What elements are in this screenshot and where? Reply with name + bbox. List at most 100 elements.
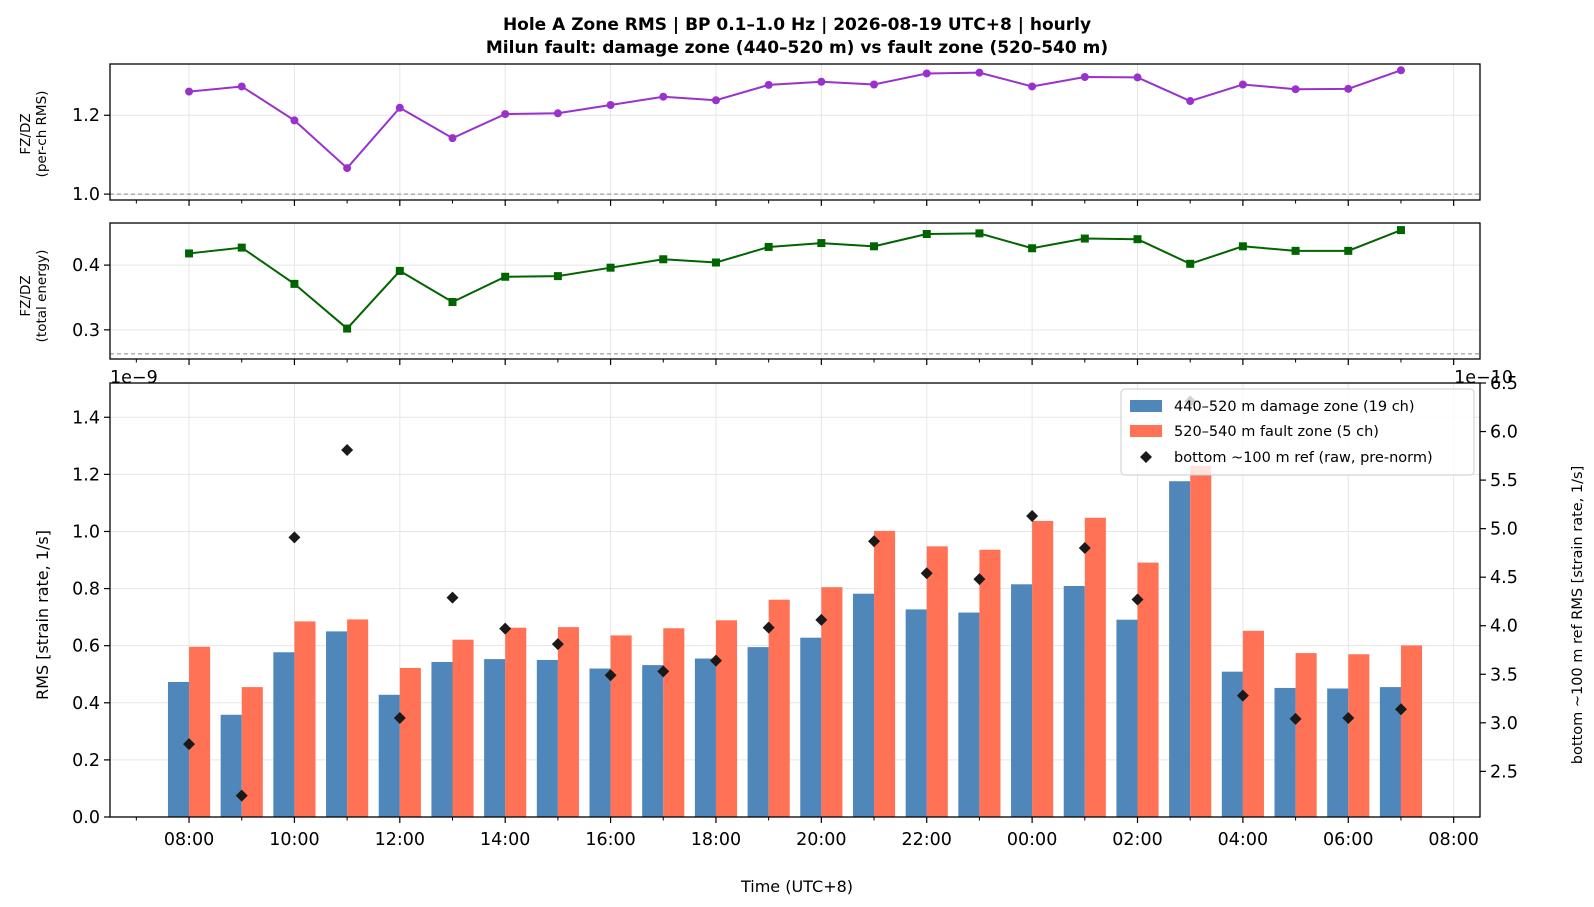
- damage-zone-bar: [484, 659, 505, 817]
- data-point: [1028, 244, 1036, 252]
- data-point: [449, 298, 457, 306]
- reference-marker: [1026, 510, 1038, 522]
- x-tick-label: 18:00: [691, 830, 741, 850]
- data-point: [870, 242, 878, 250]
- legend-swatch: [1130, 400, 1162, 412]
- data-point: [817, 239, 825, 247]
- fault-zone-bar: [453, 640, 474, 817]
- data-point: [1134, 235, 1142, 243]
- fault-zone-bar: [1190, 466, 1211, 817]
- data-point: [1344, 85, 1352, 93]
- data-point: [554, 109, 562, 117]
- x-tick-label: 20:00: [796, 830, 846, 850]
- data-point: [712, 259, 720, 267]
- data-point: [1134, 73, 1142, 81]
- fault-zone-bar: [874, 531, 895, 817]
- ratio-total-energy-panel: 0.3 0.4: [72, 223, 1480, 365]
- panel1-ylabel-line2: (per-ch RMS): [34, 91, 50, 178]
- damage-zone-bar: [958, 613, 979, 817]
- panel3-xlabel: Time (UTC+8): [740, 877, 853, 896]
- data-point: [396, 267, 404, 275]
- damage-zone-bar: [431, 662, 452, 817]
- y2-tick-label: 5.0: [1490, 520, 1518, 540]
- fault-zone-bar: [927, 546, 948, 817]
- panel3-y2label: bottom ~100 m ref RMS [strain rate, 1/s]: [1570, 466, 1586, 764]
- damage-zone-bar: [1116, 620, 1137, 817]
- reference-marker: [288, 531, 300, 543]
- data-point: [449, 134, 457, 142]
- panel3-y-offset-text: 1e−9: [110, 368, 158, 388]
- fault-zone-bar: [189, 647, 210, 817]
- damage-zone-bar: [1327, 689, 1348, 817]
- data-point: [1292, 247, 1300, 255]
- data-point: [1186, 260, 1194, 268]
- fault-zone-bar: [716, 620, 737, 817]
- axes-frame: [110, 64, 1480, 200]
- data-point: [712, 96, 720, 104]
- data-point: [501, 110, 509, 118]
- panel3-y2-offset-text: 1e−10: [1454, 368, 1513, 388]
- data-point: [1081, 235, 1089, 243]
- data-point: [238, 244, 246, 252]
- fault-zone-bar: [769, 600, 790, 817]
- data-point: [290, 280, 298, 288]
- x-tick-label: 16:00: [585, 830, 635, 850]
- x-tick-label: 12:00: [375, 830, 425, 850]
- x-tick-label: 04:00: [1218, 830, 1268, 850]
- damage-zone-bar: [221, 715, 242, 817]
- damage-zone-bar: [326, 631, 347, 817]
- data-point: [923, 230, 931, 238]
- y2-tick-label: 6.0: [1490, 423, 1518, 443]
- legend: 440–520 m damage zone (19 ch) 520–540 m f…: [1121, 389, 1474, 475]
- reference-marker: [447, 592, 459, 604]
- damage-zone-bar: [590, 669, 611, 817]
- data-point: [765, 81, 773, 89]
- fault-zone-bar: [979, 550, 1000, 817]
- axes-frame: [110, 223, 1480, 359]
- y-tick-label: 1.0: [72, 522, 100, 542]
- y-tick-label: 1.2: [72, 465, 100, 485]
- y-tick-label: 0.4: [72, 694, 100, 714]
- y-tick-label: 1.4: [72, 408, 100, 428]
- figure-title-line1: Hole A Zone RMS | BP 0.1–1.0 Hz | 2026-0…: [503, 15, 1091, 35]
- fault-zone-bar: [400, 668, 421, 817]
- y-tick-label: 0.0: [72, 808, 100, 828]
- x-tick-label: 08:00: [1428, 830, 1478, 850]
- data-point: [290, 116, 298, 124]
- y2-tick-label: 3.0: [1490, 714, 1518, 734]
- data-point: [1239, 80, 1247, 88]
- damage-zone-bar: [1275, 688, 1296, 817]
- damage-zone-bar: [379, 695, 400, 817]
- data-point: [975, 229, 983, 237]
- fault-zone-bar: [347, 619, 368, 817]
- x-tick-label: 14:00: [480, 830, 530, 850]
- damage-zone-bar: [748, 647, 769, 817]
- fault-zone-bar: [294, 621, 315, 817]
- data-point: [501, 273, 509, 281]
- data-point: [185, 88, 193, 96]
- fault-zone-bar: [505, 628, 526, 817]
- panel2-ylabel-line2: (total energy): [34, 250, 50, 343]
- y-tick-label: 1.2: [72, 106, 100, 126]
- data-point: [923, 69, 931, 77]
- data-point: [659, 93, 667, 101]
- data-point: [238, 82, 246, 90]
- fault-zone-bar: [611, 635, 632, 817]
- rms-bar-panel: 08:00 10:00 12:00 14:00 16:00 18:00 20:00 22:00…: [72, 374, 1518, 850]
- data-point: [870, 80, 878, 88]
- series-line: [189, 230, 1401, 328]
- damage-zone-bar: [853, 594, 874, 817]
- damage-zone-bar: [273, 652, 294, 817]
- panel1-ylabel-line1: FZ/DZ: [18, 113, 34, 154]
- data-point: [396, 104, 404, 112]
- data-point: [1292, 85, 1300, 93]
- data-point: [185, 249, 193, 257]
- ratio-per-channel-panel: 1.01.2: [72, 64, 1480, 206]
- damage-zone-bar: [906, 609, 927, 817]
- panel3-ylabel: RMS [strain rate, 1/s]: [33, 530, 52, 700]
- y2-tick-label: 4.5: [1490, 568, 1518, 588]
- fault-zone-bar: [1085, 518, 1106, 817]
- x-tick-label: 22:00: [902, 830, 952, 850]
- data-point: [1397, 226, 1405, 234]
- data-point: [1344, 247, 1352, 255]
